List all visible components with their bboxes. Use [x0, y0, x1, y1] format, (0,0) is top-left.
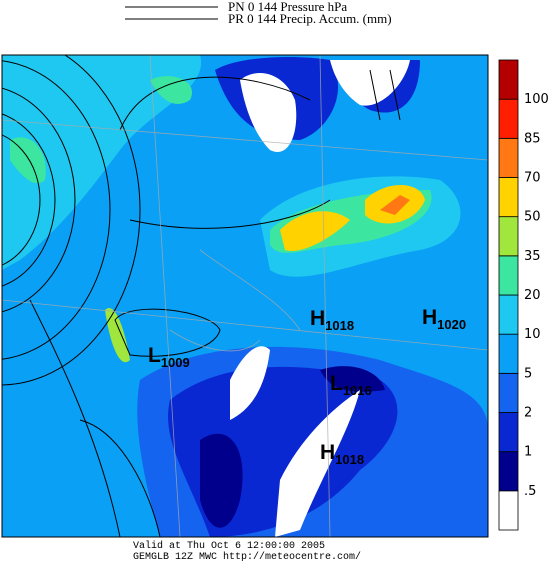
center-value: 1020 [437, 317, 466, 332]
center-value: 1018 [335, 452, 364, 467]
pressure-center: L1009 [148, 344, 190, 370]
center-value: 1009 [161, 355, 190, 370]
colorbar-box [498, 333, 519, 374]
center-letter: L [330, 372, 343, 395]
colorbar: .5 1 2 5 10 20 35 50 70 85 100 [498, 59, 548, 531]
colorbar-label: 35 [524, 249, 541, 264]
colorbar-box [498, 255, 519, 296]
colorbar-box [498, 372, 519, 413]
colorbar-label: 1 [524, 445, 532, 460]
colorbar-label: 20 [524, 288, 541, 303]
colorbar-box [498, 177, 519, 218]
center-letter: H [310, 307, 325, 330]
pressure-center: H1020 [422, 306, 466, 332]
colorbar-box [498, 451, 519, 492]
footer-text: Valid at Thu Oct 6 12:00:00 2005 [133, 540, 325, 552]
colorbar-label: 70 [524, 171, 541, 186]
colorbar-box [498, 59, 519, 100]
colorbar-label: 100 [524, 92, 548, 107]
colorbar-label: 2 [524, 406, 532, 421]
colorbar-box [498, 412, 519, 453]
center-letter: H [422, 306, 437, 329]
pressure-center: L1016 [330, 372, 372, 398]
colorbar-box [498, 294, 519, 335]
colorbar-label: 5 [524, 366, 532, 381]
center-letter: L [148, 344, 161, 367]
map [1, 54, 489, 538]
pressure-center: H1018 [310, 307, 354, 333]
center-value: 1016 [343, 383, 372, 398]
colorbar-label: 50 [524, 210, 541, 225]
pressure-center: H1018 [320, 441, 364, 467]
colorbar-box [498, 490, 519, 531]
colorbar-box [498, 216, 519, 257]
colorbar-box [498, 98, 519, 139]
center-value: 1018 [325, 318, 354, 333]
legend-text: PR 0 144 Precip. Accum. (mm) [228, 11, 392, 26]
legend-text: PN 0 144 Pressure hPa [228, 0, 347, 14]
colorbar-label: 10 [524, 327, 541, 342]
colorbar-label: .5 [524, 484, 536, 499]
colorbar-label: 85 [524, 131, 541, 146]
center-letter: H [320, 441, 335, 464]
footer-text: GEMGLB 12Z MWC http://meteocentre.com/ [133, 551, 361, 562]
colorbar-box [498, 137, 519, 178]
